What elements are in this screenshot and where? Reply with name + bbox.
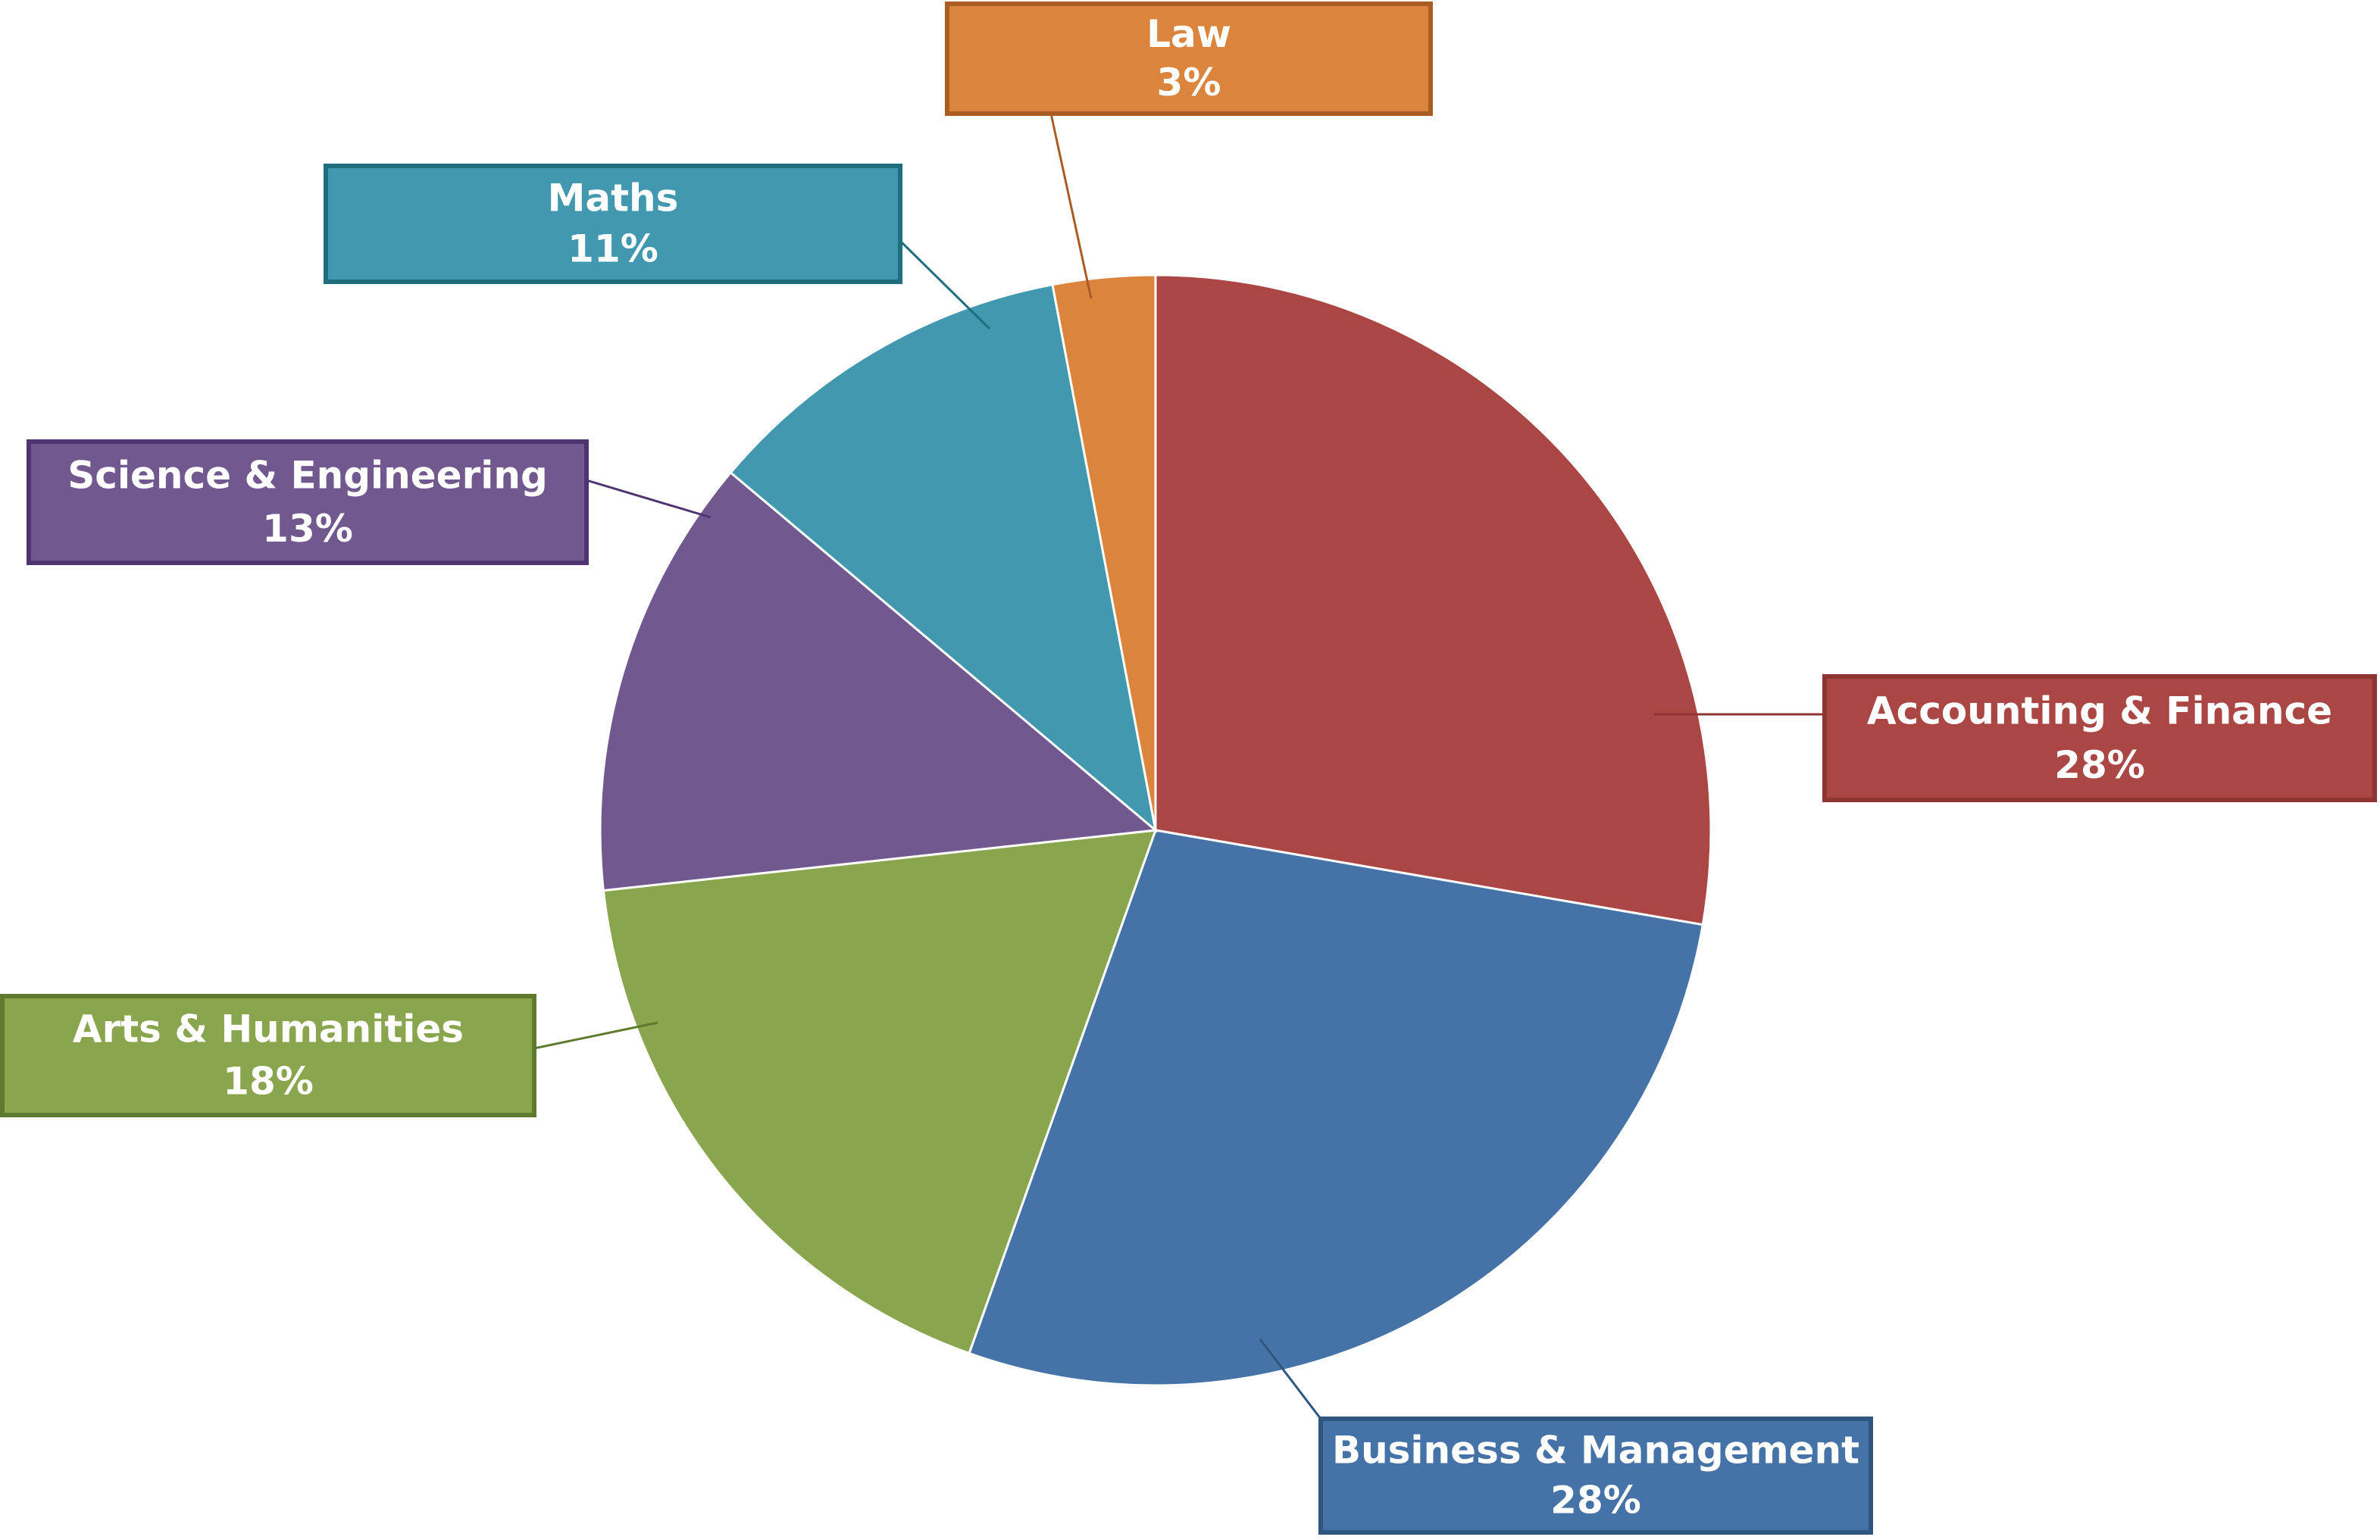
label-category-science-and-engineering: Science & Engineering: [67, 454, 548, 498]
leader-line-arts-and-humanities: [533, 1021, 658, 1050]
label-box-accounting-and-finance: [1822, 674, 2377, 802]
label-percent-business-and-management: 28%: [1550, 1479, 1641, 1523]
pie-slices: [599, 273, 1712, 1387]
data-label-accounting-and-finance: Accounting & Finance 28%: [1822, 674, 2377, 802]
label-box-law: [945, 2, 1433, 116]
data-label-law: Law 3%: [945, 2, 1433, 116]
label-category-arts-and-humanities: Arts & Humanities: [73, 1007, 464, 1051]
label-box-business-and-management: [1318, 1417, 1873, 1535]
data-label-business-and-management: Business & Management 28%: [1318, 1417, 1873, 1535]
label-category-maths: Maths: [548, 176, 679, 220]
label-category-business-and-management: Business & Management: [1332, 1429, 1859, 1473]
label-box-science-and-engineering: [27, 439, 589, 565]
pie-slice-law: [1051, 273, 1157, 831]
leader-line-business-and-management: [1259, 1339, 1322, 1420]
data-label-arts-and-humanities: Arts & Humanities 18%: [0, 994, 536, 1117]
label-box-arts-and-humanities: [0, 994, 536, 1117]
leader-line-maths: [899, 239, 991, 330]
pie-slice-accounting-and-finance: [1154, 273, 1712, 926]
label-percent-science-and-engineering: 13%: [262, 507, 353, 551]
label-percent-arts-and-humanities: 18%: [223, 1060, 314, 1104]
label-box-maths: [324, 164, 902, 284]
pie-slice-arts-and-humanities: [602, 829, 1158, 1355]
pie-slice-maths: [729, 283, 1158, 833]
label-percent-maths: 11%: [568, 227, 658, 271]
label-percent-accounting-and-finance: 28%: [2054, 743, 2145, 787]
label-percent-law: 3%: [1157, 61, 1221, 105]
data-label-maths: Maths 11%: [324, 164, 902, 284]
data-label-science-and-engineering: Science & Engineering 13%: [27, 439, 589, 565]
leader-line-science-and-engineering: [586, 479, 711, 519]
pie-slice-business-and-management: [968, 829, 1705, 1387]
label-category-accounting-and-finance: Accounting & Finance: [1867, 689, 2332, 733]
label-category-law: Law: [1146, 12, 1231, 56]
